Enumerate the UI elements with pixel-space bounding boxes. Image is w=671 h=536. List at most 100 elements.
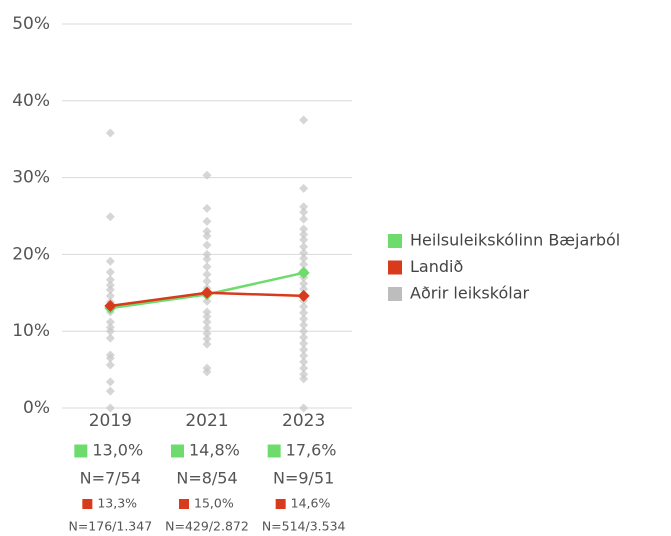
label-swatch [82, 499, 93, 509]
scatter-point [202, 254, 212, 264]
legend-label: Aðrir leikskólar [410, 284, 529, 303]
scatter-point [299, 326, 309, 336]
scatter-point [202, 323, 212, 333]
scatter-point [299, 308, 309, 318]
scatter-point [299, 229, 309, 239]
scatter-point [299, 314, 309, 324]
value-label: 13,0% [92, 441, 143, 460]
y-tick-label: 50% [12, 14, 50, 34]
y-tick-label: 10% [12, 321, 50, 341]
scatter-point [202, 262, 212, 272]
scatter-point [202, 170, 212, 180]
value-label: 14,8% [189, 441, 240, 460]
value-label: 14,6% [291, 496, 331, 511]
scatter-point [202, 276, 212, 286]
scatter-point [202, 317, 212, 327]
scatter-point [202, 269, 212, 279]
scatter-point [299, 253, 309, 263]
scatter-point [105, 377, 115, 387]
scatter-point [105, 333, 115, 343]
scatter-point [299, 183, 309, 193]
scatter-point [299, 224, 309, 234]
scatter-point [299, 284, 309, 294]
legend-swatch [388, 234, 402, 248]
scatter-point [299, 279, 309, 289]
legend-swatch [388, 260, 402, 275]
scatter-point [105, 291, 115, 301]
scatter-point [299, 351, 309, 361]
scatter-point [299, 235, 309, 245]
scatter-point [202, 296, 212, 306]
scatter-point [299, 369, 309, 379]
scatter-point [105, 386, 115, 396]
sample-label: N=9/51 [273, 469, 334, 488]
scatter-point [299, 214, 309, 224]
scatter-point [299, 115, 309, 125]
sample-label: N=514/3.534 [262, 519, 346, 534]
scatter-point [105, 128, 115, 138]
scatter-point [202, 249, 212, 259]
scatter-point [202, 307, 212, 317]
sample-label: N=176/1.347 [68, 519, 152, 534]
y-tick-label: 30% [12, 168, 50, 188]
scatter-point [299, 374, 309, 384]
label-swatch [267, 444, 281, 458]
series-point [201, 286, 213, 299]
value-label: 13,3% [97, 496, 137, 511]
scatter-point [202, 231, 212, 241]
y-tick-label: 40% [12, 91, 50, 111]
scatter-point [105, 285, 115, 295]
x-tick-label: 2021 [185, 411, 228, 431]
y-tick-label: 20% [12, 244, 50, 264]
label-swatch [171, 444, 184, 458]
scatter-point [105, 280, 115, 290]
legend-swatch [388, 287, 402, 301]
scatter-point [299, 302, 309, 312]
scatter-point [299, 403, 309, 413]
scatter-point [202, 334, 212, 344]
scatter-point [299, 345, 309, 355]
sample-label: N=429/2.872 [165, 519, 249, 534]
scatter-point [202, 240, 212, 250]
label-swatch [179, 499, 189, 509]
series-point [297, 289, 310, 302]
series-point [104, 299, 117, 312]
scatter-point [299, 207, 309, 217]
sample-label: N=8/54 [176, 469, 237, 488]
label-swatch [275, 499, 286, 509]
legend-label: Heilsuleikskólinn Bæjarból [410, 231, 620, 250]
x-tick-label: 2019 [89, 411, 132, 431]
x-tick-label: 2023 [282, 411, 325, 431]
y-tick-label: 0% [23, 398, 50, 418]
scatter-point [299, 242, 309, 252]
scatter-point [299, 320, 309, 330]
scatter-point [299, 248, 309, 258]
scatter-point [299, 338, 309, 348]
series-point [297, 266, 310, 279]
scatter-point [105, 256, 115, 266]
scatter-point [105, 360, 115, 370]
scatter-point [105, 317, 115, 327]
scatter-point [202, 339, 212, 349]
scatter-point [105, 353, 115, 363]
scatter-point [202, 329, 212, 339]
scatter-point [202, 203, 212, 213]
legend-label: Landið [410, 257, 463, 276]
scatter-point [202, 367, 212, 377]
scatter-point [299, 357, 309, 367]
scatter-point [105, 275, 115, 285]
value-label: 15,0% [194, 496, 234, 511]
scatter-point [299, 259, 309, 269]
scatter-point [105, 267, 115, 277]
scatter-point [299, 202, 309, 212]
scatter-point [202, 312, 212, 322]
sample-label: N=7/54 [80, 469, 141, 488]
scatter-point [105, 326, 115, 336]
label-swatch [74, 444, 88, 458]
scatter-point [105, 403, 115, 413]
scatter-point [105, 212, 115, 222]
scatter-point [299, 332, 309, 342]
scatter-point [299, 363, 309, 373]
